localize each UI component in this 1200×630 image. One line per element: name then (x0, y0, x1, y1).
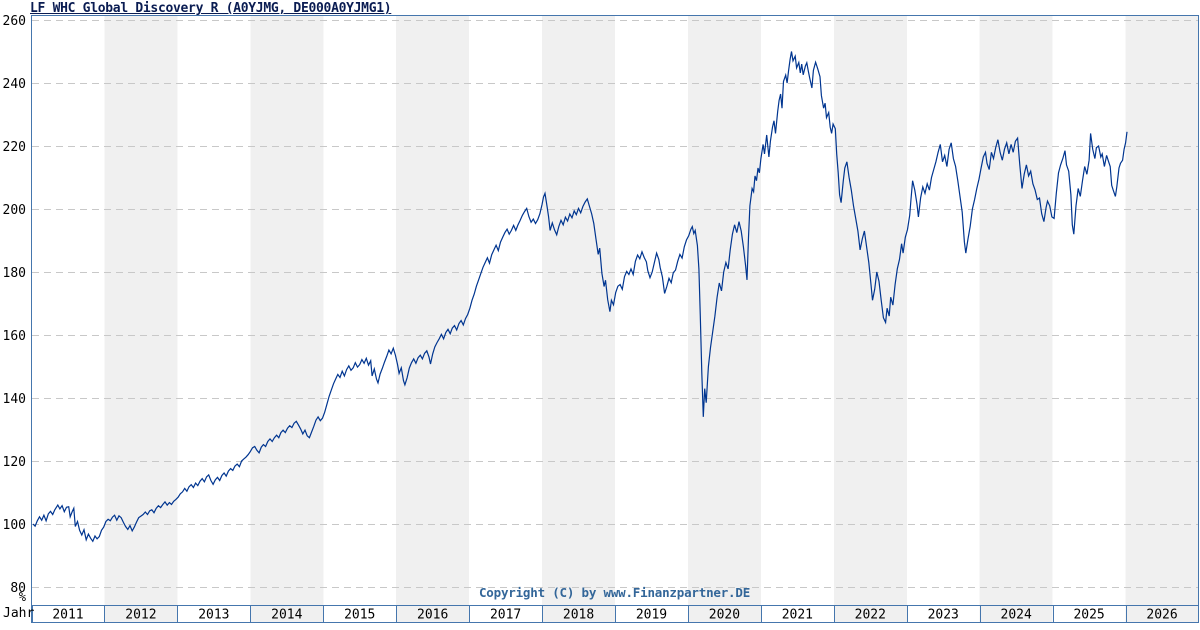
year-label: 2021 (782, 608, 813, 623)
year-label: 2026 (1146, 608, 1177, 623)
year-cell-shaded (1125, 605, 1199, 623)
year-band (104, 15, 178, 606)
y-tick-label: 80 (10, 581, 26, 596)
year-label: 2023 (928, 608, 959, 623)
chart-title: LF WHC Global Discovery R (A0YJMG, DE000… (30, 1, 392, 16)
y-tick-label: 180 (3, 266, 26, 281)
year-cell-shaded (104, 605, 178, 623)
x-axis-unit-label: Jahr (3, 606, 35, 621)
year-label: 2020 (709, 608, 740, 623)
year-label: 2019 (636, 608, 667, 623)
year-band (979, 15, 1053, 606)
year-band (396, 15, 470, 606)
year-band (1125, 15, 1199, 606)
year-label: 2011 (52, 608, 83, 623)
year-cell-shaded (979, 605, 1053, 623)
year-label: 2012 (125, 608, 156, 623)
year-band (833, 15, 907, 606)
year-band (687, 15, 761, 606)
year-cell-shaded (687, 605, 761, 623)
y-tick-label: 100 (3, 518, 26, 533)
copyright-notice: Copyright (C) by www.Finanzpartner.DE (478, 585, 751, 600)
y-tick-label: 120 (3, 455, 26, 470)
year-band (250, 15, 324, 606)
year-cell-shaded (396, 605, 470, 623)
y-tick-label: 260 (3, 14, 26, 29)
y-tick-label: 240 (3, 77, 26, 92)
year-label: 2013 (198, 608, 229, 623)
year-cell-shaded (542, 605, 615, 623)
year-cell-shaded (250, 605, 324, 623)
year-row-frame (31, 605, 1199, 623)
year-label: 2025 (1073, 608, 1104, 623)
year-label: 2017 (490, 608, 521, 623)
year-label: 2018 (563, 608, 594, 623)
year-label: 2014 (271, 608, 302, 623)
y-tick-label: 220 (3, 140, 26, 155)
price-line (32, 51, 1128, 543)
year-label: 2022 (855, 608, 886, 623)
y-tick-label: 200 (3, 203, 26, 218)
y-tick-label: 160 (3, 329, 26, 344)
year-band (542, 15, 615, 606)
y-tick-label: 140 (3, 392, 26, 407)
y-axis-unit-label: % (18, 590, 26, 604)
year-label: 2024 (1001, 608, 1032, 623)
year-label: 2016 (417, 608, 448, 623)
year-label: 2015 (344, 608, 375, 623)
year-cell-shaded (833, 605, 907, 623)
